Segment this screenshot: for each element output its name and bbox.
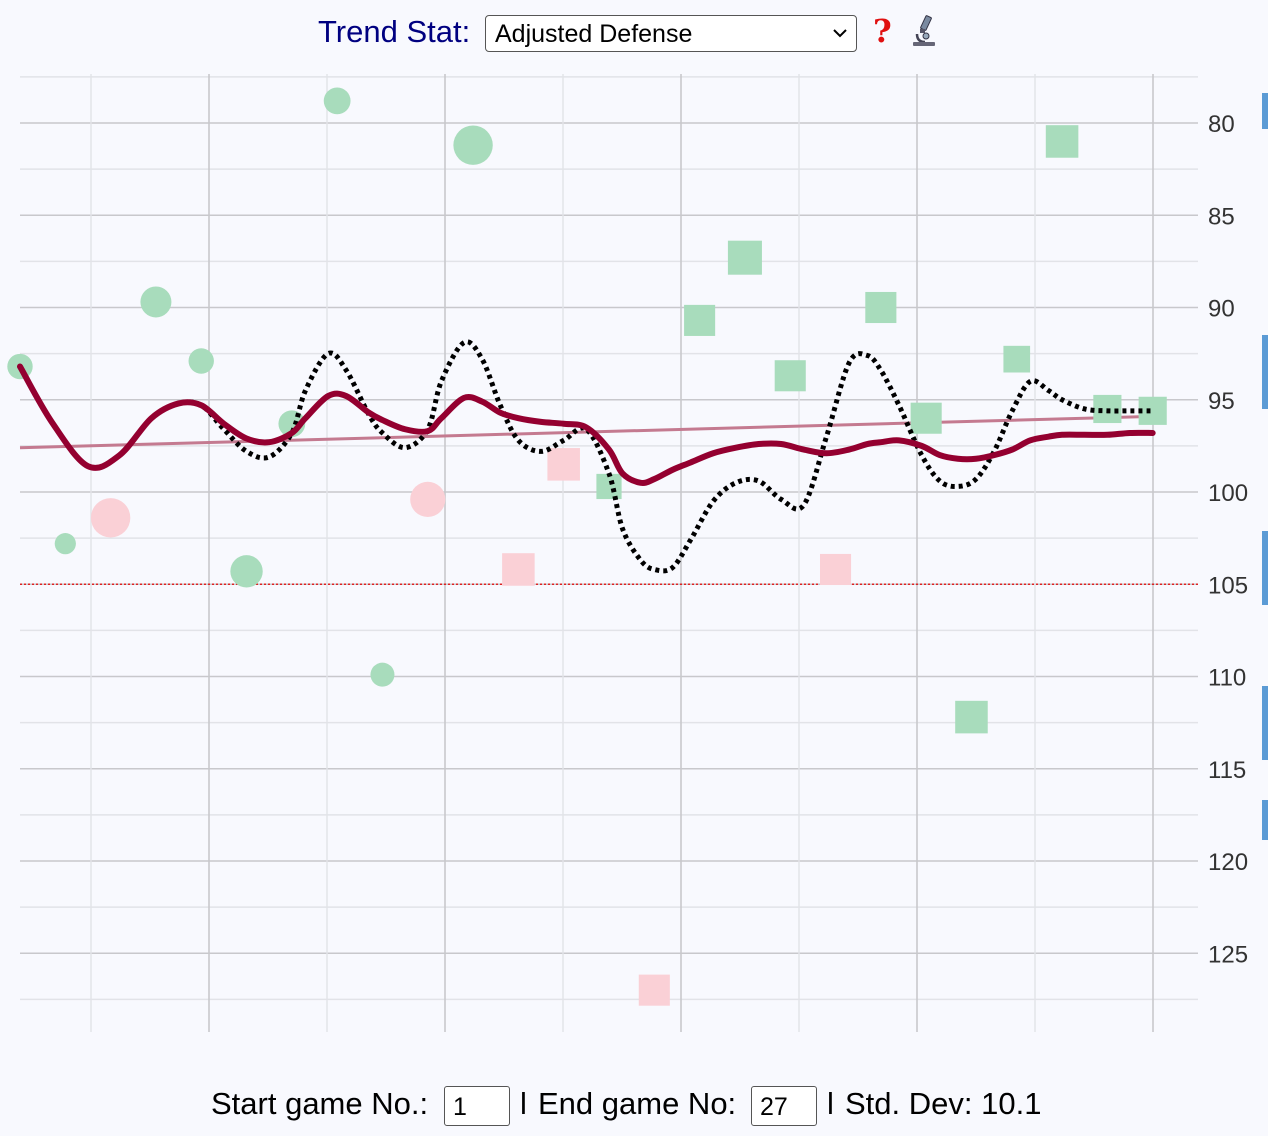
trend-stat-bar: Trend Stat: Adjusted Defense ?: [0, 0, 1268, 66]
start-game-input[interactable]: 1: [444, 1086, 510, 1126]
y-tick-label: 100: [1208, 480, 1248, 507]
game-point-square: [596, 473, 622, 500]
game-point-square: [638, 974, 670, 1006]
game-point-square: [910, 402, 942, 434]
y-tick-label: 80: [1208, 111, 1235, 138]
start-game-label: Start game No.:: [211, 1086, 429, 1121]
game-point-circle: [188, 348, 214, 374]
scroll-marker-3: [1262, 531, 1268, 605]
y-tick-label: 120: [1208, 849, 1248, 876]
end-game-label: End game No:: [538, 1086, 737, 1121]
game-point-square: [819, 553, 852, 586]
long-term-trend-line: [17, 363, 1156, 486]
game-point-square: [1138, 396, 1167, 425]
game-point-circle: [453, 125, 493, 165]
short-term-trend-line: [17, 339, 1153, 574]
end-game-input[interactable]: 27: [751, 1086, 817, 1126]
trend-stat-select[interactable]: Adjusted Defense: [485, 15, 857, 52]
y-tick-label: 95: [1208, 388, 1235, 415]
game-point-square: [684, 304, 716, 336]
game-point-square: [955, 700, 988, 734]
y-tick-label: 105: [1208, 572, 1248, 599]
trend-stat-label: Trend Stat:: [318, 14, 471, 49]
game-point-circle: [410, 481, 446, 517]
game-point-circle: [54, 533, 76, 555]
y-tick-label: 85: [1208, 203, 1235, 230]
game-point-square: [547, 448, 580, 481]
scroll-marker-4: [1262, 686, 1268, 760]
game-point-square: [502, 553, 535, 586]
game-point-square: [727, 240, 762, 275]
chart-grid: [20, 74, 1198, 1032]
separator: l: [827, 1086, 834, 1121]
trend-chart: 80 85 90 95 100 105 110 115 120 125: [7, 74, 1248, 1032]
std-dev-readout: Std. Dev: 10.1: [845, 1086, 1042, 1121]
game-point-circle: [230, 555, 263, 588]
y-tick-label: 110: [1208, 665, 1246, 692]
game-point-square: [865, 291, 897, 324]
game-point-circle: [323, 87, 351, 115]
game-point-circle: [140, 286, 172, 318]
game-points: [7, 87, 1167, 1006]
scroll-marker-1: [1262, 93, 1268, 129]
separator: l: [520, 1086, 527, 1121]
y-axis: 80 85 90 95 100 105 110 115 120 125: [1208, 111, 1248, 968]
game-point-square: [1045, 125, 1079, 158]
game-point-square: [1003, 345, 1031, 373]
trend-stat-selected-value: Adjusted Defense: [495, 20, 693, 48]
trend-lines: [17, 339, 1156, 574]
y-tick-label: 90: [1208, 296, 1235, 323]
y-tick-label: 125: [1208, 941, 1248, 968]
game-point-circle: [90, 498, 131, 538]
scroll-marker-2: [1262, 335, 1268, 409]
chevron-down-icon: [833, 29, 847, 38]
y-tick-label: 115: [1208, 757, 1246, 784]
game-range-bar: Start game No.: 1 l End game No: 27 l St…: [0, 1080, 1268, 1132]
game-point-square: [774, 360, 806, 392]
scroll-marker-5: [1262, 800, 1268, 840]
game-point-circle: [370, 662, 395, 687]
microscope-icon[interactable]: [909, 14, 939, 48]
question-mark-icon[interactable]: ?: [873, 12, 892, 50]
